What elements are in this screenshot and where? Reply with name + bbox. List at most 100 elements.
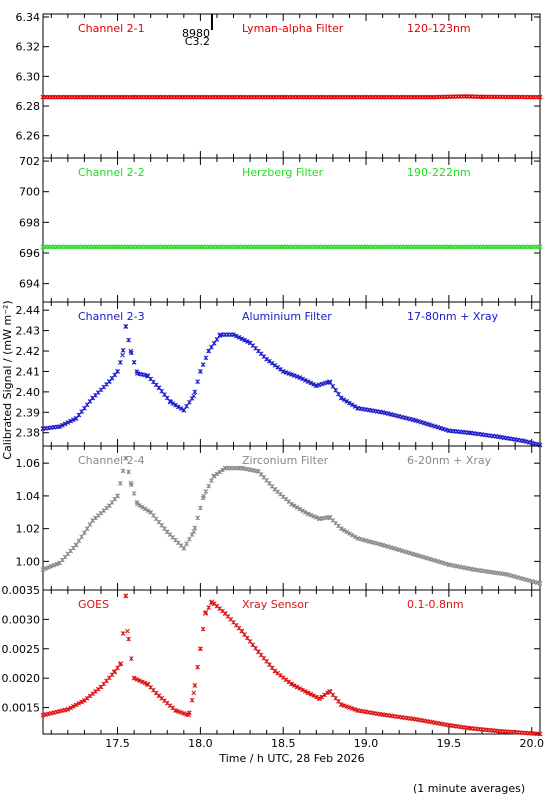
data-point [118, 661, 124, 666]
data-point [355, 708, 361, 713]
data-point [313, 383, 319, 389]
y-tick-label: 0.0015 [2, 702, 41, 715]
data-point [427, 556, 432, 562]
y-tick-label: 1.02 [16, 523, 41, 536]
data-point [71, 704, 76, 709]
data-point [413, 716, 419, 722]
panel-2: 694 696 698 700 702 Channel 2-2 Herzberg Filte… [19, 155, 543, 303]
data-point [413, 418, 419, 423]
data-point [286, 371, 292, 376]
data-point [537, 244, 543, 250]
data-point [352, 534, 358, 540]
y-tick-label: 696 [19, 247, 40, 260]
x-tick-label: 19.5 [437, 737, 462, 750]
data-point [446, 562, 452, 567]
data-point [106, 379, 112, 385]
panel-label: Zirconium Filter [242, 454, 329, 467]
data-point [131, 675, 137, 681]
panel-4: 1.00 1.02 1.04 1.06 Channel 2-4 Zirconium Fil… [16, 445, 543, 591]
panel-label: Channel 2-4 [78, 454, 145, 467]
data-point [40, 567, 46, 572]
data-point [280, 244, 286, 250]
data-point [355, 536, 361, 541]
data-point [123, 455, 129, 461]
data-point [330, 383, 336, 389]
data-point [264, 356, 270, 362]
x-tick-label: 20.0 [519, 737, 544, 750]
data-point [302, 689, 308, 694]
data-point [289, 681, 294, 687]
data-point [521, 438, 526, 444]
data-point [327, 688, 332, 694]
data-point [289, 372, 294, 377]
y-tick-label: 694 [19, 278, 40, 291]
data-point [40, 426, 46, 431]
data-point [211, 473, 216, 479]
data-point [117, 481, 123, 486]
data-point [466, 725, 472, 731]
data-point [349, 532, 355, 538]
data-point [195, 379, 200, 385]
panel-frame [42, 157, 541, 303]
data-point [57, 560, 62, 566]
data-point [120, 347, 126, 353]
x-tick-label: 18.0 [188, 737, 213, 750]
data-point [65, 706, 71, 712]
data-point [43, 566, 49, 571]
data-point [413, 552, 419, 558]
data-point [203, 355, 209, 361]
data-point [87, 522, 93, 527]
data-point [98, 684, 104, 690]
data-point [191, 393, 197, 399]
data-point [349, 402, 355, 408]
data-point [316, 382, 322, 388]
data-point [186, 399, 192, 405]
y-tick-label: 2.43 [16, 325, 41, 338]
data-point [313, 694, 319, 700]
data-point [333, 387, 339, 393]
data-point [115, 665, 120, 671]
data-point [76, 701, 82, 706]
data-point [438, 559, 443, 565]
data-point [236, 335, 242, 340]
data-point [200, 626, 206, 632]
data-point [427, 422, 432, 428]
data-point [90, 395, 96, 401]
data-point [231, 94, 236, 100]
data-point [305, 379, 311, 385]
y-tick-label: 6.34 [16, 11, 41, 24]
data-point [294, 374, 300, 379]
data-point [380, 94, 385, 100]
panel-1: 6.26 6.28 6.30 6.32 6.34 Channel 2-1 Lyman-alp… [16, 11, 543, 159]
data-point [214, 471, 220, 477]
data-point [145, 508, 151, 513]
panel-label: Channel 2-1 [78, 22, 145, 35]
data-point [385, 544, 391, 549]
data-point [57, 424, 62, 429]
y-tick-label: 6.30 [16, 70, 41, 83]
data-point [209, 478, 214, 483]
data-point [421, 554, 427, 560]
data-point [496, 434, 501, 440]
y-tick-label: 6.26 [16, 130, 41, 143]
data-point [336, 391, 341, 397]
data-point [272, 668, 278, 674]
data-point [140, 679, 145, 685]
data-point [137, 678, 142, 683]
data-point [300, 376, 305, 382]
data-point [186, 712, 192, 718]
data-point [68, 418, 73, 424]
data-point [446, 244, 452, 250]
data-point [181, 94, 187, 100]
data-point [344, 704, 350, 709]
data-point [209, 599, 215, 605]
data-point [131, 359, 137, 365]
panel-label: Channel 2-2 [78, 166, 145, 179]
data-point [192, 525, 198, 531]
y-tick-label: 698 [19, 216, 40, 229]
data-point [209, 344, 214, 350]
data-point [308, 380, 314, 386]
y-tick-label: 0.0020 [2, 672, 41, 685]
data-point [302, 509, 308, 515]
